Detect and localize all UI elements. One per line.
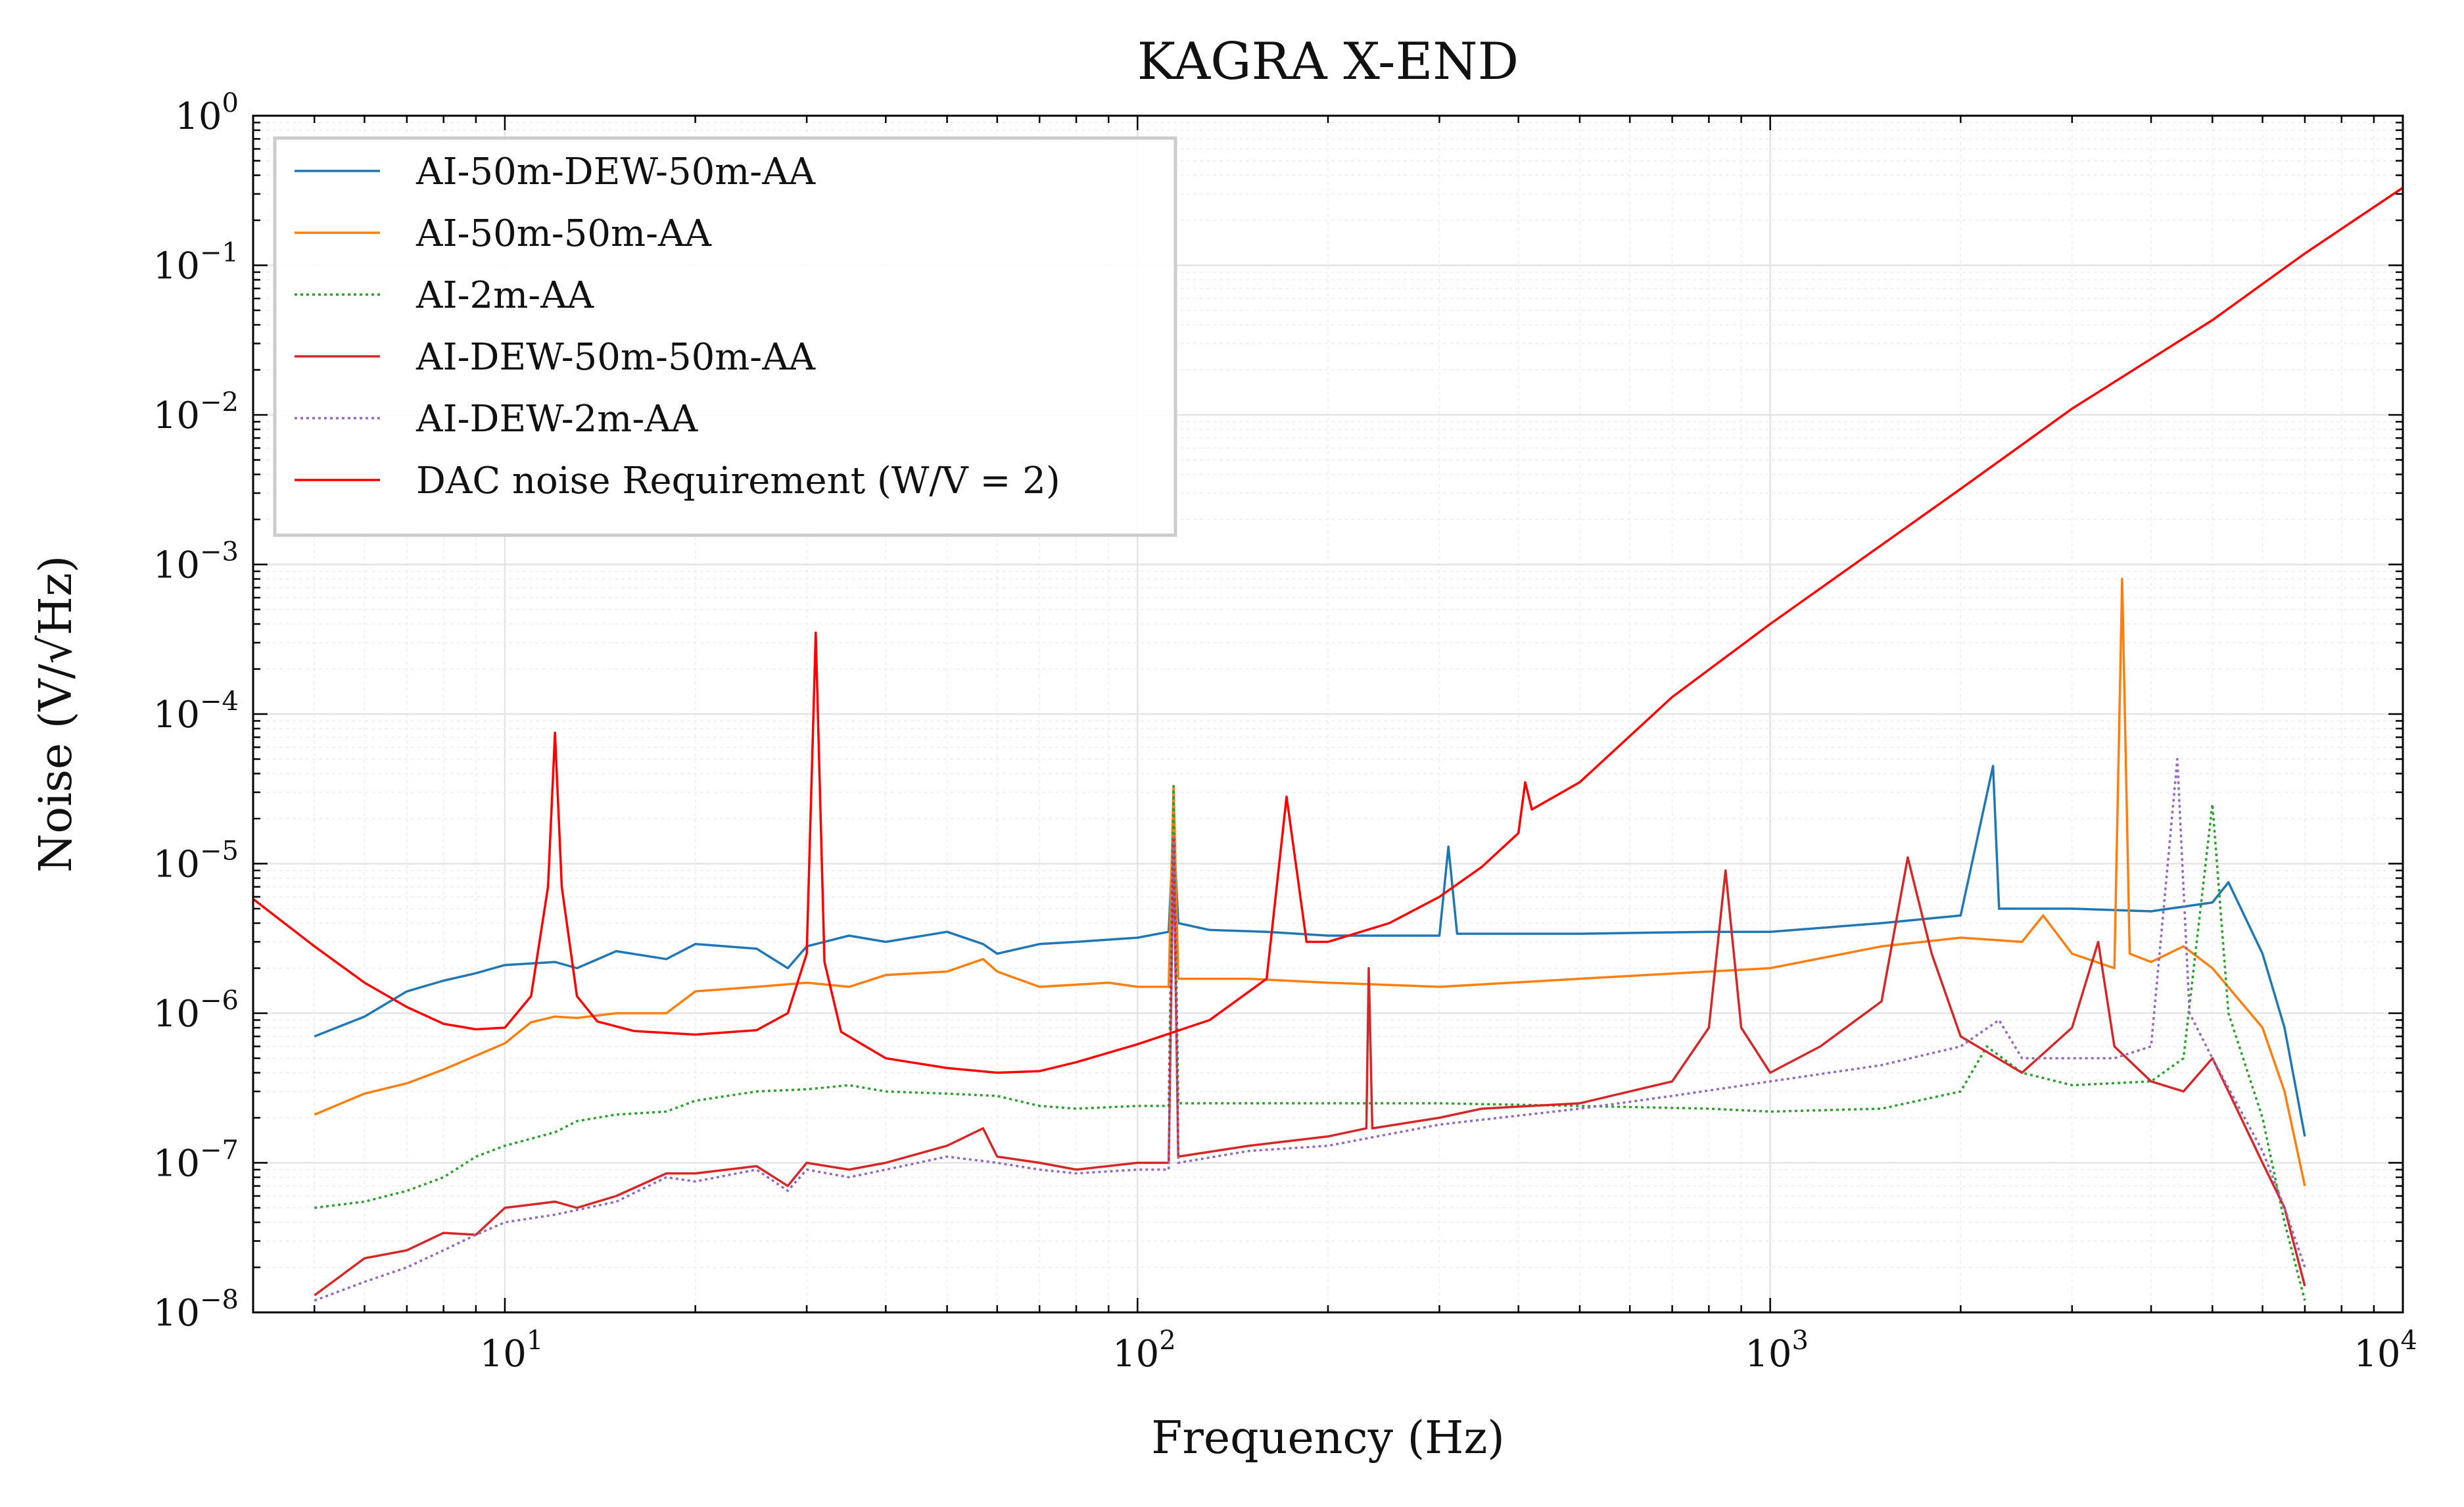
y-tick-label: 10−6 [153, 986, 239, 1036]
x-tick-label: 104 [2354, 1326, 2417, 1375]
series-line [252, 187, 2404, 1074]
legend-frame [273, 136, 1177, 537]
y-tick-label: 100 [175, 88, 239, 138]
series-layer [252, 187, 2404, 1302]
x-axis-label: Frequency (Hz) [1151, 1412, 1505, 1464]
tick-layer: 101 102 103 104 10−8 10−7 10−6 10−5 10−4 10−3 10−2… [153, 88, 2417, 1375]
legend-label: AI-DEW-50m-50m-AA [415, 336, 816, 379]
chart-title: KAGRA X-END [1137, 32, 1519, 91]
x-tick-label: 101 [480, 1326, 544, 1375]
x-tick-label: 102 [1112, 1326, 1176, 1375]
legend-label: AI-DEW-2m-AA [415, 398, 698, 441]
y-tick-label: 10−7 [153, 1136, 239, 1185]
grid-layer [252, 114, 2404, 1314]
legend-label: AI-2m-AA [415, 274, 594, 317]
legend-label: DAC noise Requirement (W/V = 2) [416, 460, 1060, 502]
series-line [314, 765, 2306, 1137]
y-tick-label: 10−3 [153, 537, 239, 587]
y-tick-label: 10−1 [153, 238, 239, 288]
y-tick-label: 10−4 [153, 686, 239, 736]
series-line [314, 836, 2306, 1297]
y-axis-label: Noise (V/√Hz) [30, 556, 82, 873]
y-tick-label: 10−5 [153, 836, 239, 886]
series-line [314, 757, 2306, 1302]
legend: AI-50m-DEW-50m-AA AI-50m-50m-AA AI-2m-AA AI… [273, 136, 1177, 537]
y-tick-label: 10−2 [153, 387, 239, 437]
y-tick-label: 10−8 [153, 1285, 239, 1335]
x-tick-label: 103 [1745, 1326, 1809, 1375]
legend-label: AI-50m-50m-AA [415, 212, 711, 255]
legend-label: AI-50m-DEW-50m-AA [415, 151, 816, 193]
series-line [314, 577, 2306, 1187]
